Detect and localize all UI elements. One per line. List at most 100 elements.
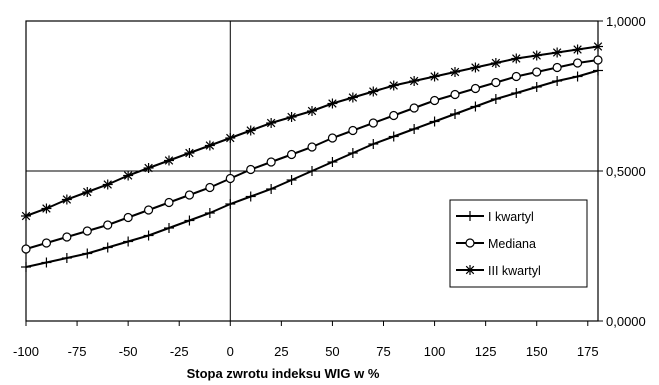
data-point-mediana <box>286 149 297 160</box>
x-tick-label: -100 <box>13 344 39 359</box>
data-point-iii-kwartyl <box>164 155 174 166</box>
series-line-iii-kwartyl <box>25 45 599 217</box>
data-point-i-kwartyl <box>572 71 583 82</box>
data-point-iii-kwartyl <box>409 76 420 86</box>
data-point-mediana <box>307 142 317 152</box>
data-point-iii-kwartyl <box>41 203 52 214</box>
x-tick-label: 50 <box>325 344 339 359</box>
data-point-iii-kwartyl <box>102 179 113 190</box>
data-point-i-kwartyl <box>552 76 563 86</box>
data-point-mediana <box>266 157 276 167</box>
data-point-iii-kwartyl <box>61 194 72 205</box>
x-tick-label: 125 <box>475 344 497 359</box>
data-point-iii-kwartyl <box>368 86 379 97</box>
data-point-mediana <box>82 226 92 236</box>
data-point-i-kwartyl <box>225 199 236 209</box>
data-point-iii-kwartyl <box>327 98 338 109</box>
legend-label: I kwartyl <box>488 210 534 224</box>
series-mediana <box>21 55 603 254</box>
data-point-i-kwartyl <box>184 215 195 226</box>
data-point-i-kwartyl <box>123 236 134 247</box>
series-iii-kwartyl <box>21 41 603 221</box>
x-tick-label: 75 <box>376 344 390 359</box>
data-point-mediana <box>491 77 501 88</box>
data-point-mediana <box>205 182 215 193</box>
x-tick-label: -75 <box>68 344 87 359</box>
data-point-i-kwartyl <box>327 157 338 167</box>
data-point-iii-kwartyl <box>347 92 358 103</box>
data-point-iii-kwartyl <box>286 112 297 122</box>
legend-item-i-kwartyl: I kwartyl <box>456 210 534 224</box>
data-point-iii-kwartyl <box>184 148 195 158</box>
data-point-i-kwartyl <box>490 94 501 104</box>
data-point-iii-kwartyl <box>531 50 542 61</box>
legend-item-iii-kwartyl: III kwartyl <box>456 264 541 278</box>
y-tick-label: 0,5000 <box>606 164 646 179</box>
data-point-i-kwartyl <box>593 65 603 76</box>
data-point-mediana <box>143 205 154 215</box>
data-point-mediana <box>184 190 195 200</box>
x-tick-label: 100 <box>424 344 446 359</box>
data-point-iii-kwartyl <box>388 80 399 91</box>
data-point-mediana <box>123 212 133 223</box>
data-point-mediana <box>511 71 521 82</box>
y-tick-label: 1,0000 <box>606 14 646 29</box>
data-point-mediana <box>327 133 338 143</box>
x-tick-label: -50 <box>119 344 138 359</box>
data-point-i-kwartyl <box>41 257 52 268</box>
data-point-i-kwartyl <box>164 223 174 233</box>
data-point-i-kwartyl <box>286 175 297 185</box>
data-point-i-kwartyl <box>511 88 522 98</box>
data-point-i-kwartyl <box>82 248 93 259</box>
data-point-mediana <box>450 89 460 100</box>
data-point-iii-kwartyl <box>511 53 522 64</box>
data-point-mediana <box>348 125 358 136</box>
tick-layer: -100 -75 -50 -25 0 25 50 75 100 125 150 175 0,0000 0,… <box>13 14 646 359</box>
data-point-i-kwartyl <box>102 242 113 253</box>
legend: I kwartyl Mediana III kwartyl <box>449 199 588 288</box>
data-point-mediana <box>103 220 113 230</box>
data-point-i-kwartyl <box>307 166 317 176</box>
data-point-mediana <box>470 83 481 94</box>
data-point-i-kwartyl <box>143 230 154 241</box>
data-point-i-kwartyl <box>388 131 399 142</box>
x-tick-label: -25 <box>170 344 189 359</box>
x-tick-label: 25 <box>274 344 288 359</box>
legend-marker <box>465 211 475 221</box>
data-point-i-kwartyl <box>368 139 379 149</box>
data-point-i-kwartyl <box>450 109 460 119</box>
data-point-mediana <box>21 244 31 254</box>
data-point-i-kwartyl <box>204 208 215 218</box>
series-i-kwartyl <box>21 65 603 272</box>
data-point-iii-kwartyl <box>82 187 93 197</box>
legend-marker <box>465 238 475 248</box>
data-point-mediana <box>62 232 72 242</box>
data-point-i-kwartyl <box>409 124 420 134</box>
data-point-iii-kwartyl <box>21 211 31 221</box>
data-point-i-kwartyl <box>266 184 277 194</box>
data-point-mediana <box>389 110 399 121</box>
data-point-mediana <box>164 197 174 208</box>
data-point-mediana <box>429 95 440 106</box>
data-point-iii-kwartyl <box>204 140 215 151</box>
legend-item-mediana: Mediana <box>456 237 536 251</box>
data-point-iii-kwartyl <box>470 62 481 73</box>
data-point-mediana <box>368 118 378 128</box>
series-layer <box>21 41 603 272</box>
legend-label: III kwartyl <box>488 264 541 278</box>
data-point-i-kwartyl <box>531 82 542 92</box>
data-point-iii-kwartyl <box>266 118 277 128</box>
data-point-iii-kwartyl <box>552 47 563 58</box>
data-point-iii-kwartyl <box>245 125 256 136</box>
x-tick-label: 175 <box>577 344 599 359</box>
data-point-iii-kwartyl <box>225 133 236 143</box>
data-point-i-kwartyl <box>429 116 440 127</box>
data-point-iii-kwartyl <box>143 163 154 173</box>
y-tick-label: 0,0000 <box>606 314 646 329</box>
data-point-iii-kwartyl <box>572 44 583 55</box>
data-point-mediana <box>41 238 52 248</box>
data-point-mediana <box>552 62 562 73</box>
x-tick-label: 150 <box>526 344 548 359</box>
data-point-iii-kwartyl <box>429 71 440 82</box>
